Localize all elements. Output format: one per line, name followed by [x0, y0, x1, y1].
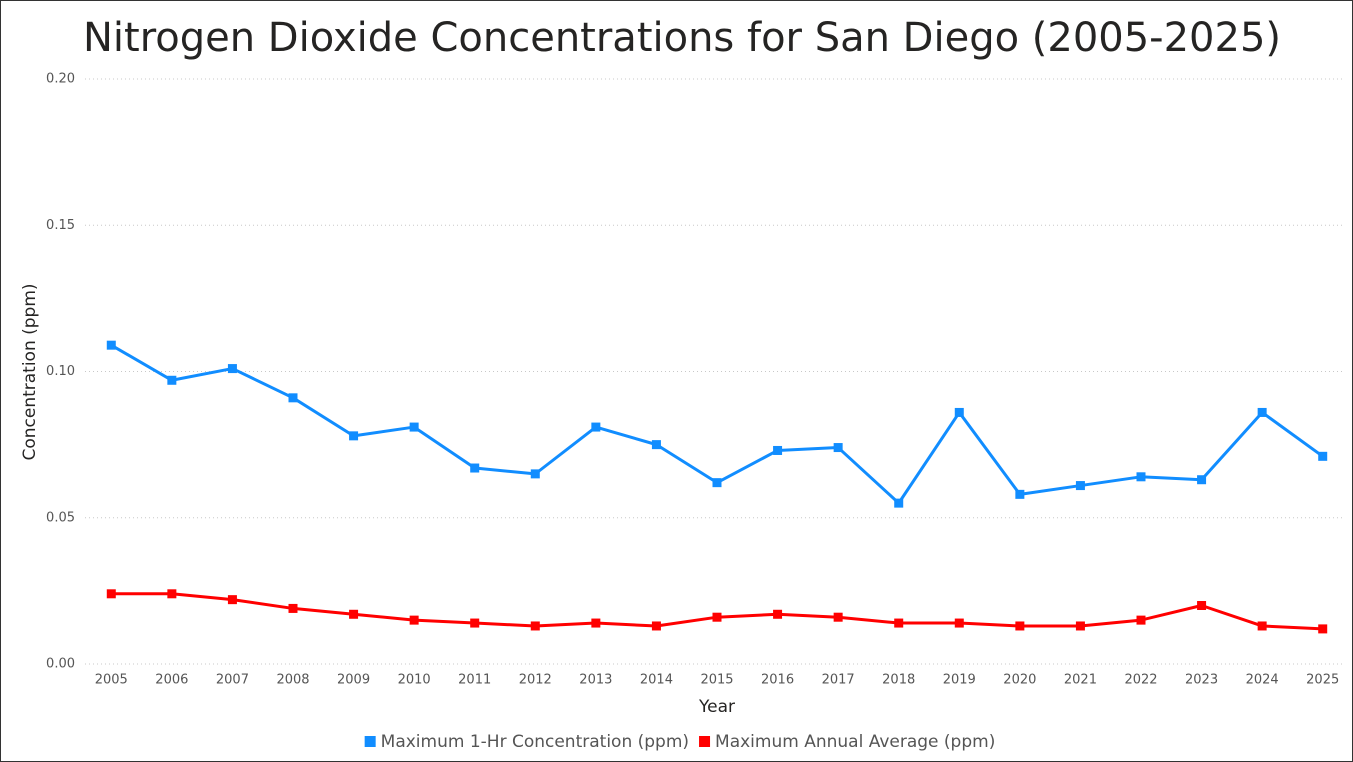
data-point [1318, 624, 1328, 634]
data-point [1257, 407, 1267, 417]
data-point [1136, 615, 1146, 625]
x-tick-label: 2010 [398, 673, 431, 688]
data-point [530, 621, 540, 631]
x-tick-label: 2007 [216, 673, 249, 688]
data-point [591, 618, 601, 628]
data-point [894, 618, 904, 628]
data-point [167, 375, 177, 385]
x-tick-label: 2020 [1003, 673, 1036, 688]
data-point [833, 443, 843, 453]
data-point [1197, 601, 1207, 610]
x-tick-label: 2019 [943, 673, 976, 688]
data-point [651, 621, 661, 631]
legend: Maximum 1-Hr Concentration (ppm) Maximum … [364, 732, 995, 752]
x-tick-label: 2005 [95, 673, 128, 688]
data-point [1318, 451, 1328, 461]
x-tick-label: 2011 [458, 673, 491, 688]
x-tick-label: 2016 [761, 673, 794, 688]
data-point [894, 498, 904, 508]
x-tick-label: 2023 [1185, 673, 1218, 688]
data-point [1075, 481, 1085, 491]
x-tick-label: 2013 [579, 673, 612, 688]
y-tick-label: 0.00 [46, 657, 75, 672]
data-point [1197, 475, 1207, 485]
data-point [106, 589, 116, 599]
data-point [349, 609, 359, 619]
data-point [470, 463, 480, 473]
data-point [773, 609, 783, 619]
data-point [227, 364, 237, 374]
data-point [1015, 489, 1025, 499]
data-point [1075, 621, 1085, 631]
x-tick-label: 2014 [640, 673, 673, 688]
data-point [712, 612, 722, 622]
x-axis-title: Year [698, 697, 735, 717]
legend-label: Maximum 1-Hr Concentration (ppm) [381, 732, 689, 752]
y-tick-label: 0.20 [46, 72, 75, 87]
data-point [106, 340, 116, 350]
x-tick-label: 2009 [337, 673, 370, 688]
x-tick-label: 2015 [700, 673, 733, 688]
data-point [409, 422, 419, 432]
y-tick-label: 0.10 [46, 364, 75, 379]
data-point [954, 618, 964, 628]
data-point [288, 603, 298, 613]
x-tick-label: 2012 [519, 673, 552, 688]
legend-swatch [364, 736, 376, 747]
y-axis-title: Concentration (ppm) [20, 283, 40, 460]
data-point [1257, 621, 1267, 631]
data-point [833, 612, 843, 622]
y-tick-label: 0.05 [46, 510, 75, 525]
data-point [227, 595, 237, 605]
x-tick-label: 2021 [1064, 673, 1097, 688]
x-tick-label: 2024 [1246, 673, 1279, 688]
legend-label: Maximum Annual Average (ppm) [715, 732, 995, 752]
data-point [409, 615, 419, 625]
data-point [167, 589, 177, 599]
y-tick-label: 0.15 [46, 218, 75, 233]
x-tick-label: 2017 [822, 673, 855, 688]
x-tick-label: 2022 [1124, 673, 1157, 688]
data-point [773, 445, 783, 455]
data-point [954, 407, 964, 417]
x-tick-label: 2008 [276, 673, 309, 688]
x-tick-label: 2018 [882, 673, 915, 688]
data-point [470, 618, 480, 628]
data-point [1136, 472, 1146, 482]
data-point [349, 431, 359, 441]
x-tick-label: 2006 [155, 673, 188, 688]
data-point [712, 478, 722, 488]
data-point [288, 393, 298, 403]
data-point [530, 469, 540, 479]
chart-title: Nitrogen Dioxide Concentrations for San … [83, 15, 1281, 61]
data-point [591, 422, 601, 432]
legend-swatch [699, 736, 711, 747]
data-point [1015, 621, 1025, 631]
x-tick-label: 2025 [1306, 673, 1339, 688]
data-point [651, 440, 661, 450]
